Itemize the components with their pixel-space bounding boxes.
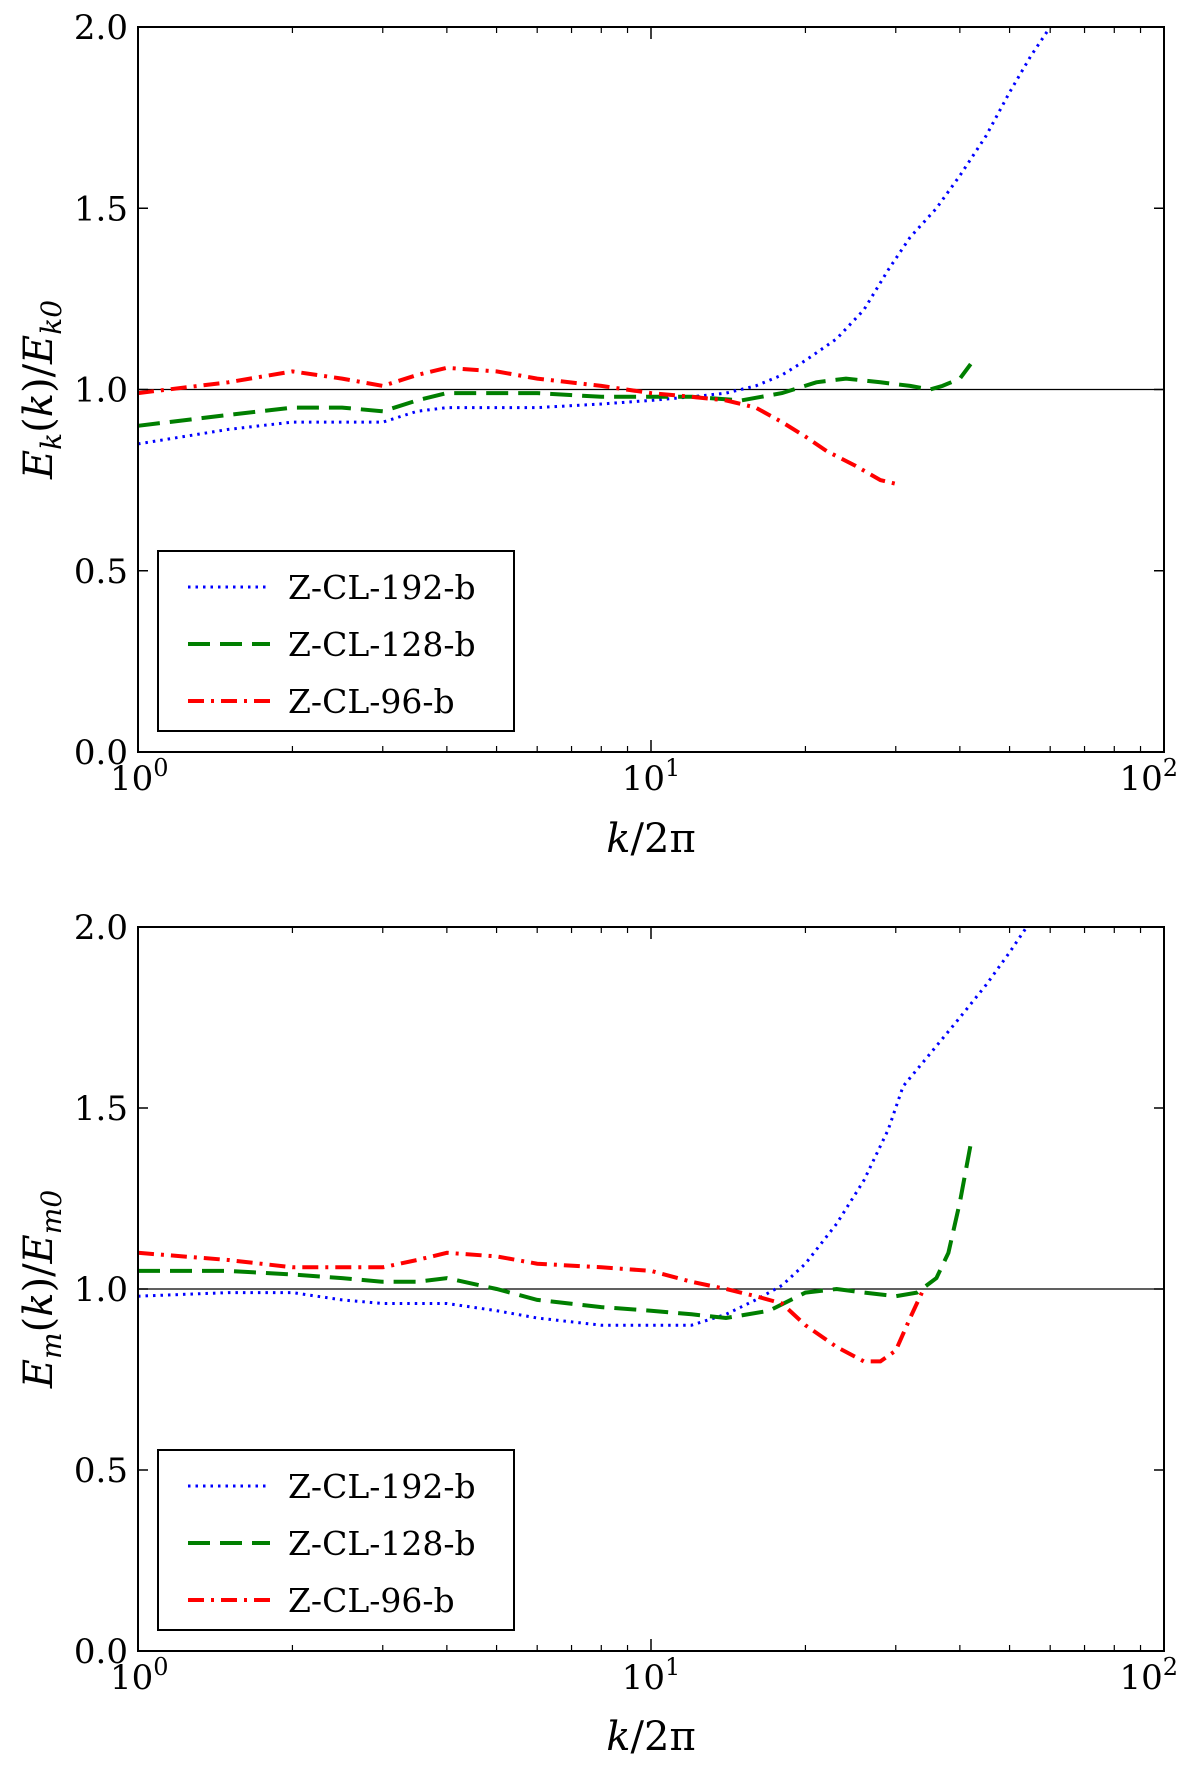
chart-kinetic-energy-ratio: 0.0 0.5 1.0 1.5 2.0 100 101 102 k/2π Ek(k)/Ek0 Z-C… xyxy=(16,8,1178,862)
y-tick-label: 0.0 xyxy=(74,733,128,773)
y-tick-label: 2.0 xyxy=(74,908,128,948)
y-tick-label: 2.0 xyxy=(74,8,128,48)
y-tick-label: 0.5 xyxy=(74,552,128,592)
y-tick-label: 1.0 xyxy=(74,371,128,411)
legend-label: Z-CL-96-b xyxy=(288,1581,455,1620)
y-tick-label: 0.5 xyxy=(74,1451,128,1491)
series-line-Z-CL-128-b xyxy=(137,362,973,428)
legend-box xyxy=(157,550,515,732)
y-tick-label: 0.0 xyxy=(74,1632,128,1672)
x-tick-label: 102 xyxy=(1119,1653,1178,1698)
legend-label: Z-CL-128-b xyxy=(288,1524,476,1563)
x-tick-label: 101 xyxy=(622,754,681,799)
series-line-Z-CL-96-b xyxy=(137,1250,926,1364)
y-axis-label: Em(k)/Em0 xyxy=(16,1190,68,1389)
chart-magnetic-energy-ratio: 0.0 0.5 1.0 1.5 2.0 100 101 102 k/2π Em(k)/Em0 Z-C… xyxy=(16,908,1178,1760)
legend: Z-CL-192-b Z-CL-128-b Z-CL-96-b xyxy=(157,550,515,732)
series-line-Z-CL-192-b xyxy=(137,26,1052,446)
legend-label: Z-CL-128-b xyxy=(288,625,476,664)
series-line-Z-CL-128-b xyxy=(138,1143,973,1321)
x-axis-label: k/2π xyxy=(606,1714,695,1760)
legend-box xyxy=(157,1449,515,1631)
series-line-Z-CL-96-b xyxy=(137,365,897,486)
y-tick-label: 1.5 xyxy=(74,1089,128,1129)
legend-label: Z-CL-96-b xyxy=(288,682,455,721)
legend-label: Z-CL-192-b xyxy=(288,1467,476,1506)
y-axis-label: Ek(k)/Ek0 xyxy=(16,300,68,480)
legend: Z-CL-192-b Z-CL-128-b Z-CL-96-b xyxy=(157,1449,515,1631)
x-tick-label: 101 xyxy=(622,1653,681,1698)
legend-label: Z-CL-192-b xyxy=(288,568,476,607)
x-axis-label: k/2π xyxy=(606,816,695,862)
y-tick-label: 1.5 xyxy=(74,189,128,229)
x-tick-label: 102 xyxy=(1119,754,1178,799)
x-tick-label: 100 xyxy=(110,1653,169,1698)
x-tick-label: 100 xyxy=(110,754,169,799)
y-tick-label: 1.0 xyxy=(74,1270,128,1310)
